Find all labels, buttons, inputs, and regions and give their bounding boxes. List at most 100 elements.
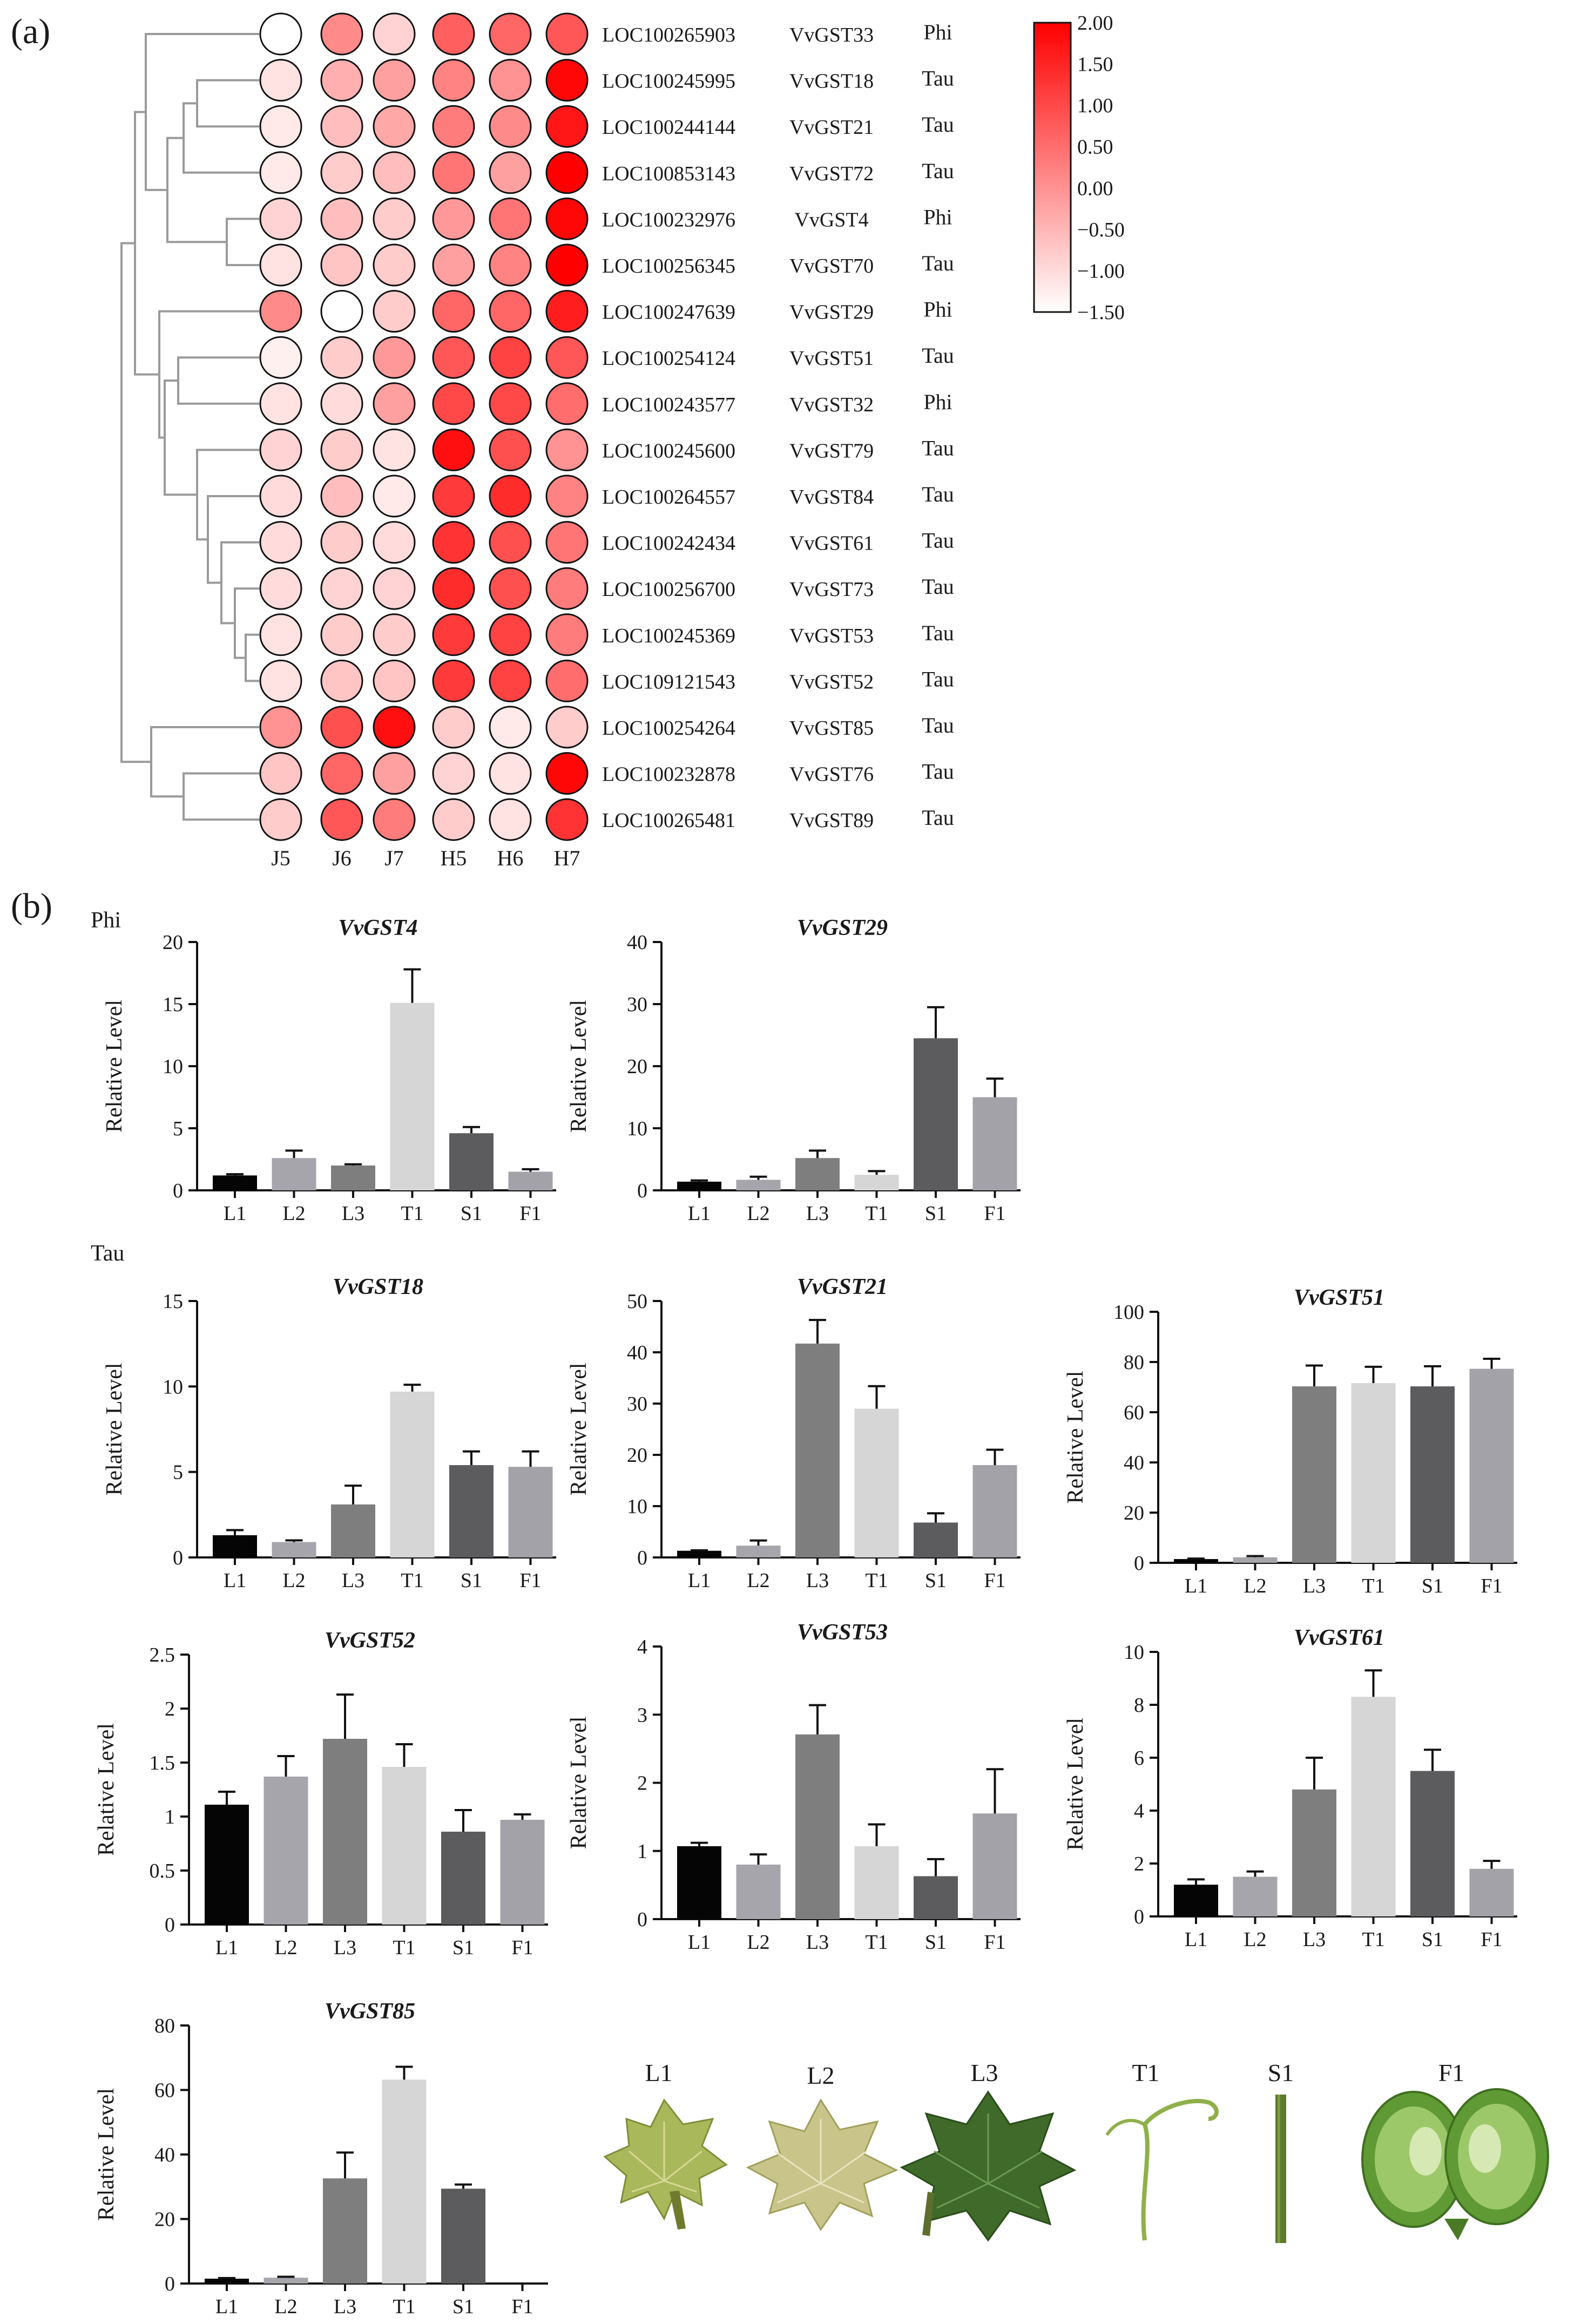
heatmap-cell: [545, 475, 589, 518]
gene-locus-label: LOC100245995: [602, 70, 735, 93]
photo-label-l1: L1: [645, 2059, 672, 2086]
colorbar-tick-label: 0.00: [1077, 177, 1113, 200]
x-tick-label: T1: [393, 2295, 415, 2318]
y-tick-label: 0: [173, 1547, 183, 1569]
gene-locus-label: LOC100254264: [602, 717, 735, 740]
colorbar-tick-label: 1.50: [1077, 53, 1113, 76]
y-tick-label: 6: [1134, 1747, 1144, 1770]
gene-locus-label: LOC100265903: [602, 24, 735, 46]
heatmap-cell: [489, 290, 532, 333]
x-tick-label: L1: [215, 1936, 238, 1959]
x-tick-label: T1: [1362, 1928, 1384, 1951]
heatmap-cell: [545, 290, 589, 333]
heatmap-cell: [432, 521, 475, 564]
gene-name-label: VvGST61: [789, 532, 874, 555]
x-tick-label: L1: [688, 1569, 711, 1592]
gst-class-label: Phi: [923, 297, 952, 322]
heatmap-cell: [489, 243, 532, 287]
y-tick-label: 1: [165, 1806, 175, 1828]
heatmap-cell: [373, 613, 416, 656]
heatmap-cell: [259, 798, 302, 841]
y-tick-label: 20: [154, 2208, 175, 2231]
heatmap-cell: [259, 12, 302, 56]
photo-label-l2: L2: [807, 2062, 834, 2089]
bar: [213, 1175, 257, 1190]
y-tick-label: 20: [627, 1444, 647, 1467]
x-tick-label: L3: [806, 1202, 829, 1225]
y-tick-label: 30: [627, 1393, 647, 1415]
heatmap-cell: [320, 613, 363, 656]
heatmap-cell: [373, 151, 416, 194]
heatmap-cell: [545, 243, 589, 287]
y-tick-label: 60: [1124, 1401, 1144, 1424]
heatmap-cell: [320, 382, 363, 425]
y-axis-label: Relative Level: [566, 1363, 591, 1495]
bar: [449, 1133, 494, 1190]
panel-a-label: (a): [11, 12, 50, 51]
heatmap-column-label: H5: [441, 846, 467, 870]
dendrogram: [120, 33, 259, 821]
y-axis-label: Relative Level: [102, 1363, 127, 1495]
heatmap-cell: [432, 290, 475, 333]
gene-locus-label: LOC109121543: [602, 670, 735, 693]
heatmap-cell: [489, 336, 532, 379]
gene-name-label: VvGST73: [789, 578, 874, 601]
heatmap-cell: [432, 12, 475, 56]
gene-locus-label: LOC100242434: [602, 532, 735, 555]
heatmap-cell: [432, 567, 475, 610]
heatmap-cell: [259, 659, 302, 702]
bar: [500, 1820, 545, 1925]
heatmap-cell: [432, 798, 475, 841]
bar: [508, 1467, 553, 1557]
dendrogram-branch: [150, 726, 259, 798]
y-tick-label: 2.5: [150, 1644, 175, 1666]
bar: [1292, 1789, 1336, 1916]
heatmap-cell: [320, 475, 363, 518]
bar: [264, 2278, 308, 2284]
photo-label-s1: S1: [1268, 2059, 1294, 2086]
dendrogram-branch: [245, 633, 259, 682]
x-tick-label: L2: [747, 1202, 769, 1225]
heatmap-cell: [489, 105, 532, 148]
gene-name-label: VvGST79: [789, 439, 874, 462]
heatmap-cell: [545, 659, 589, 702]
x-tick-label: F1: [1481, 1928, 1502, 1951]
y-tick-label: 1.5: [150, 1752, 175, 1774]
gst-class-label: Phi: [923, 390, 952, 414]
y-tick-label: 20: [163, 931, 183, 954]
gene-name-label: VvGST84: [789, 486, 874, 509]
heatmap-cell: [489, 475, 532, 518]
x-tick-label: L3: [342, 1569, 364, 1592]
heatmap-cell: [545, 567, 589, 610]
y-tick-label: 20: [627, 1055, 647, 1078]
bar: [677, 1181, 721, 1190]
bar: [1351, 1697, 1396, 1916]
x-tick-label: T1: [401, 1569, 423, 1592]
colorbar-gradient-rect: [1033, 22, 1072, 313]
bar: [1292, 1386, 1336, 1563]
heatmap-cell: [545, 382, 589, 425]
y-tick-label: 0: [173, 1180, 183, 1202]
gene-locus-label: LOC100243577: [602, 394, 735, 416]
bar: [1469, 1368, 1514, 1563]
y-tick-label: 10: [627, 1495, 647, 1518]
heatmap-cell: [489, 659, 532, 702]
y-tick-label: 40: [627, 931, 647, 954]
bar-chart-vvgst21: 0 10 20 30 40 50 L1 L2 L3 T1 S1 F1 VvGST21 Relative L…: [566, 1275, 1021, 1592]
stem-photo: [1275, 2095, 1286, 2243]
gene-name-label: VvGST70: [789, 255, 874, 277]
x-tick-label: L2: [274, 1936, 297, 1959]
heatmap-cell: [320, 336, 363, 379]
y-tick-label: 100: [1113, 1301, 1144, 1324]
heatmap-cell: [432, 382, 475, 425]
y-tick-label: 2: [637, 1772, 647, 1795]
y-tick-label: 2: [165, 1698, 175, 1720]
y-tick-label: 0: [1134, 1552, 1144, 1575]
x-tick-label: L3: [806, 1569, 829, 1592]
y-tick-label: 3: [637, 1704, 647, 1726]
heatmap-cell: [545, 798, 589, 841]
y-tick-label: 0: [637, 1180, 647, 1202]
bar: [1174, 1559, 1218, 1563]
gene-name-label: VvGST53: [789, 625, 874, 647]
colorbar-tick-label: −1.00: [1077, 260, 1125, 282]
